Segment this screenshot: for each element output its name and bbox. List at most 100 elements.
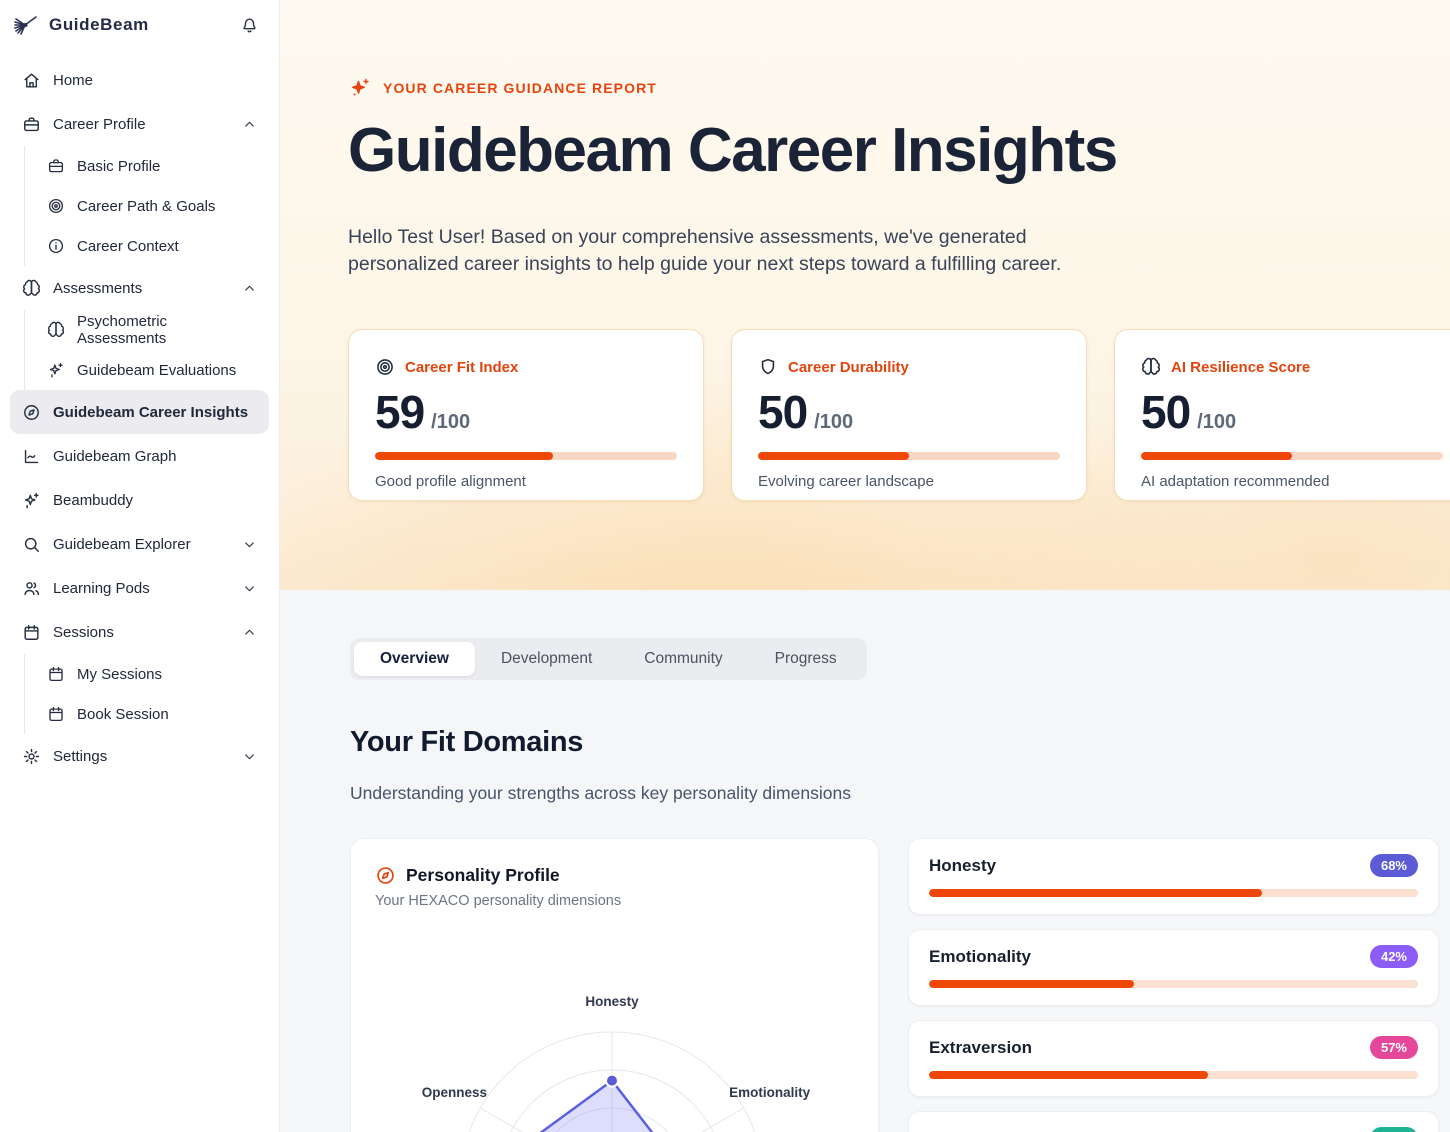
metric-value: 50 xyxy=(1141,386,1191,439)
metric-card-ai-resilience-score: AI Resilience Score 50 /100 AI adaptatio… xyxy=(1114,329,1450,502)
trait-label: Agreeableness xyxy=(929,1129,1050,1132)
sidebar-item-label: Psychometric Assessments xyxy=(77,313,168,347)
tab-community[interactable]: Community xyxy=(644,650,723,667)
sidebar-item-learning-pods[interactable]: Learning Pods xyxy=(10,566,269,610)
trait-card-extraversion: Extraversion 57% xyxy=(908,1020,1439,1098)
tab-development[interactable]: Development xyxy=(500,650,593,667)
sidebar-item-label: Career Profile xyxy=(53,115,146,133)
sidebar-item-label: My Sessions xyxy=(77,665,163,683)
sidebar-item-label: Guidebeam Explorer xyxy=(53,535,191,553)
chevron-up-icon xyxy=(242,625,257,640)
briefcase-icon xyxy=(22,115,41,134)
chevron-down-icon xyxy=(242,581,257,596)
content-section: Overview Development Community Progress … xyxy=(280,590,1450,1132)
trait-percent-badge: 42% xyxy=(1369,945,1418,969)
trait-percent-badge: 64% xyxy=(1369,1127,1418,1132)
tab-overview[interactable]: Overview xyxy=(354,642,475,676)
metric-progress-bar xyxy=(375,452,677,461)
sidebar-item-career-context[interactable]: Career Context xyxy=(37,226,269,266)
metric-caption: Good profile alignment xyxy=(375,473,526,491)
sidebar-item-guidebeam-career-insights[interactable]: Guidebeam Career Insights xyxy=(10,390,269,434)
metric-label: AI Resilience Score xyxy=(1171,358,1311,376)
assessments-subnav: Psychometric Assessments Guidebeam Evalu… xyxy=(24,310,269,390)
sparkles-icon xyxy=(348,76,372,100)
brain-icon xyxy=(47,321,65,339)
sidebar-item-psychometric-assessments[interactable]: Psychometric Assessments xyxy=(37,310,269,350)
metric-card-career-fit-index: Career Fit Index 59 /100 Good profile al… xyxy=(348,329,704,502)
trait-progress-bar xyxy=(929,980,1418,989)
calendar-icon xyxy=(47,665,65,683)
sidebar-item-my-sessions[interactable]: My Sessions xyxy=(37,654,269,694)
trait-card-agreeableness: Agreeableness 64% xyxy=(908,1111,1439,1132)
brain-icon xyxy=(22,279,41,298)
sidebar-item-label: Home xyxy=(53,71,94,89)
sparkles-icon xyxy=(22,491,41,510)
sidebar-item-label: Settings xyxy=(53,747,108,765)
sidebar-item-beambuddy[interactable]: Beambuddy xyxy=(10,478,269,522)
sidebar-item-label: Career Context xyxy=(77,237,179,255)
metric-card-career-durability: Career Durability 50 /100 Evolving caree… xyxy=(731,329,1087,502)
chevron-down-icon xyxy=(242,537,257,552)
sidebar-item-label: Sessions xyxy=(53,623,114,641)
notifications-bell-icon[interactable] xyxy=(240,16,259,35)
trait-card-honesty: Honesty 68% xyxy=(908,838,1439,916)
logo-row: GuideBeam xyxy=(0,0,279,50)
main-area: YOUR CAREER GUIDANCE REPORT Guidebeam Ca… xyxy=(280,0,1450,1132)
page-title: Guidebeam Career Insights xyxy=(348,116,1118,185)
sidebar-nav: Home Career Profile xyxy=(0,50,279,778)
trait-label: Emotionality xyxy=(929,946,1032,966)
home-icon xyxy=(22,71,41,90)
calendar-icon xyxy=(22,623,41,642)
sidebar-item-label: Career Path & Goals xyxy=(77,197,216,215)
metric-label: Career Fit Index xyxy=(405,358,519,376)
section-subtitle: Understanding your strengths across key … xyxy=(350,783,851,804)
compass-icon xyxy=(22,403,41,422)
briefcase-icon xyxy=(47,157,65,175)
metric-max: /100 xyxy=(814,411,854,434)
hero-section: YOUR CAREER GUIDANCE REPORT Guidebeam Ca… xyxy=(280,0,1450,590)
sidebar-item-label: Learning Pods xyxy=(53,579,150,597)
sidebar-item-label: Assessments xyxy=(53,279,143,297)
sidebar: GuideBeam Home xyxy=(0,0,280,1132)
sidebar-item-assessments[interactable]: Assessments xyxy=(10,266,269,310)
trait-percent-badge: 68% xyxy=(1369,854,1418,878)
fit-domains-grid: Personality Profile Your HEXACO personal… xyxy=(350,838,1450,1132)
calendar-icon xyxy=(47,705,65,723)
tab-bar: Overview Development Community Progress xyxy=(350,638,867,680)
sidebar-item-guidebeam-graph[interactable]: Guidebeam Graph xyxy=(10,434,269,478)
guidebeam-logo-icon xyxy=(14,12,40,38)
search-icon xyxy=(22,535,41,554)
sidebar-item-basic-profile[interactable]: Basic Profile xyxy=(37,146,269,186)
trait-percent-badge: 57% xyxy=(1369,1036,1418,1060)
trait-label: Honesty xyxy=(929,855,997,875)
sidebar-item-guidebeam-evaluations[interactable]: Guidebeam Evaluations xyxy=(37,350,269,390)
card-subtitle: Your HEXACO personality dimensions xyxy=(375,893,622,910)
gear-icon xyxy=(22,747,41,766)
sidebar-item-career-path-goals[interactable]: Career Path & Goals xyxy=(37,186,269,226)
metric-progress-bar xyxy=(1141,452,1443,461)
metric-label: Career Durability xyxy=(788,358,909,376)
sidebar-item-home[interactable]: Home xyxy=(10,58,269,102)
sidebar-item-sessions[interactable]: Sessions xyxy=(10,610,269,654)
tab-progress[interactable]: Progress xyxy=(774,650,837,667)
chart-line-icon xyxy=(22,447,41,466)
metric-max: /100 xyxy=(1197,411,1237,434)
target-icon xyxy=(47,197,65,215)
sidebar-item-label: Guidebeam Career Insights xyxy=(53,403,249,421)
card-title: Personality Profile xyxy=(406,865,560,886)
sidebar-item-settings[interactable]: Settings xyxy=(10,734,269,778)
svg-text:Honesty: Honesty xyxy=(585,994,639,1009)
sidebar-item-guidebeam-explorer[interactable]: Guidebeam Explorer xyxy=(10,522,269,566)
sidebar-item-book-session[interactable]: Book Session xyxy=(37,694,269,734)
info-icon xyxy=(47,237,65,255)
radar-chart: HonestyEmotionalityExtraversionAgreeable… xyxy=(422,994,811,1132)
chevron-down-icon xyxy=(242,749,257,764)
metric-caption: Evolving career landscape xyxy=(758,473,934,491)
metric-progress-bar xyxy=(758,452,1060,461)
target-icon xyxy=(375,357,395,377)
trait-progress-bar xyxy=(929,1071,1418,1080)
sidebar-item-career-profile[interactable]: Career Profile xyxy=(10,102,269,146)
chevron-up-icon xyxy=(242,117,257,132)
metric-value: 59 xyxy=(375,386,425,439)
